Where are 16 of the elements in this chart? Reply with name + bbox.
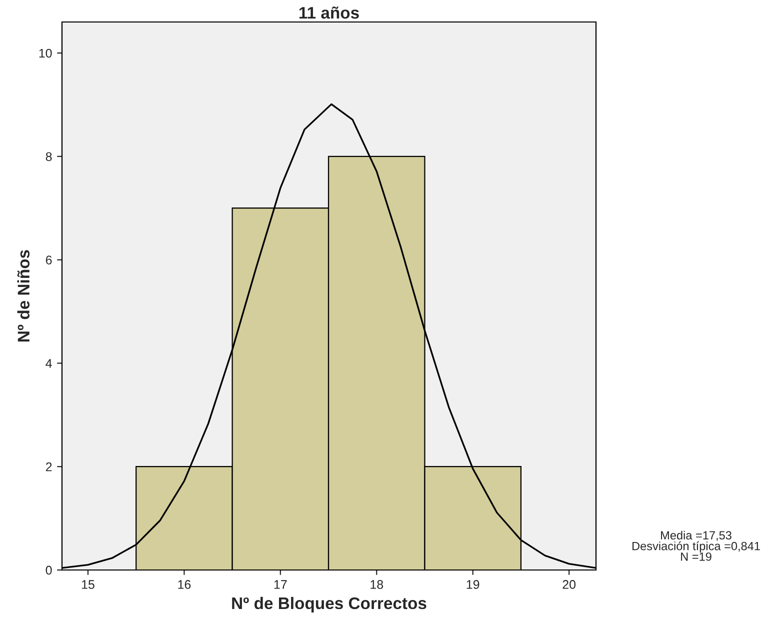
text: Media =17,53 Desviación típica =0,841 N =19	[632, 530, 760, 561]
y-tick-label: 4	[46, 359, 52, 368]
y-tick-label: 10	[39, 48, 52, 58]
x-axis-title: Nº de Bloques Correctos	[232, 596, 426, 612]
x-tick-label: 20	[562, 580, 576, 589]
x-tick-label: 15	[82, 580, 94, 589]
chart-title: 11 años	[299, 6, 359, 19]
x-tick-label: 17	[274, 580, 287, 589]
y-axis-title: Nº de Niños	[17, 250, 30, 342]
y-tick-label: 8	[46, 152, 52, 162]
x-tick-label: 16	[178, 580, 191, 589]
y-tick-label: 0	[46, 566, 52, 575]
y-tick-label: 2	[46, 462, 52, 472]
y-tick-label: 6	[46, 256, 52, 264]
x-tick-label: 18	[370, 580, 384, 589]
x-tick-label: 19	[466, 580, 480, 589]
